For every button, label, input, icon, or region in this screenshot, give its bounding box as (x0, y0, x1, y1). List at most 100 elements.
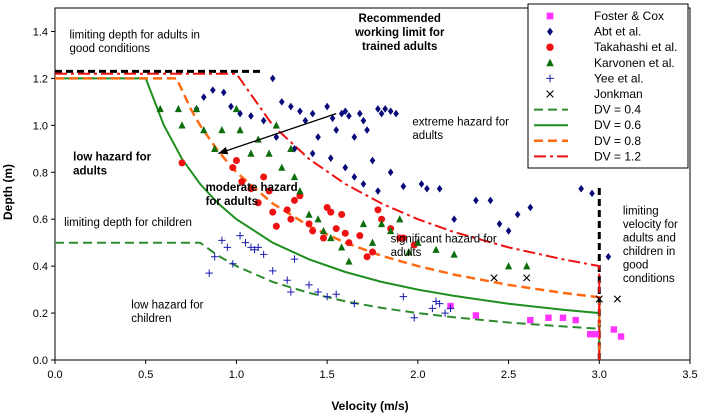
annotation-low-children: children (131, 313, 171, 325)
data-point-abt-et-al (346, 112, 352, 120)
annotation-low-adults: adults (73, 166, 107, 178)
data-point-karvonen-et-al (432, 245, 440, 253)
data-point-takahashi-et-al (374, 206, 382, 214)
legend-label-dv-0-6: DV = 0.6 (594, 118, 641, 132)
data-point-karvonen-et-al (232, 104, 241, 113)
data-point-karvonen-et-al (368, 238, 377, 246)
data-point-yee-et-al (410, 314, 418, 322)
y-tick-label: 1.2 (33, 73, 48, 85)
data-point-abt-et-al (291, 145, 298, 153)
chart-legend: Foster & Cox Abt et al.Takahashi et al. Ka… (527, 3, 689, 169)
annotation-significant: significant hazard for (391, 234, 497, 246)
data-point-foster-cox (545, 314, 552, 321)
arrow-head (218, 146, 229, 155)
data-point-jonkman (490, 274, 498, 282)
data-point-takahashi-et-al (369, 248, 376, 256)
data-point-abt-et-al (360, 116, 367, 125)
data-point-abt-et-al (288, 102, 294, 111)
data-point-abt-et-al (436, 184, 443, 193)
axes-layer: 0.0 0.5 1.0 1.5 2.0 2.5 3.0 3.5 0.0 0.2 0.4 0.6 0.8 1… (33, 26, 698, 381)
data-point-karvonen-et-al (405, 248, 413, 256)
annotation-low-adults: low hazard for (73, 152, 151, 164)
data-point-abt-et-al (605, 252, 612, 261)
data-point-abt-et-al (278, 98, 285, 106)
data-point-takahashi-et-al (247, 185, 255, 193)
legend-label-dv-1-2: DV = 1.2 (594, 149, 641, 163)
legend-marker-jonkman (546, 90, 554, 98)
data-point-karvonen-et-al (287, 144, 295, 152)
data-point-yee-et-al (314, 288, 322, 296)
data-point-abt-et-al (309, 149, 316, 158)
data-point-takahashi-et-al (287, 215, 295, 223)
data-point-karvonen-et-al (387, 226, 395, 235)
data-point-foster-cox (572, 316, 579, 324)
data-point-yee-et-al (236, 231, 244, 240)
data-point-abt-et-al (375, 187, 381, 195)
data-point-takahashi-et-al (356, 232, 364, 240)
data-point-abt-et-al (451, 215, 457, 223)
data-point-abt-et-al (327, 154, 334, 162)
data-point-yee-et-al (332, 290, 340, 298)
data-point-takahashi-et-al (283, 206, 291, 214)
data-point-karvonen-et-al (359, 219, 368, 228)
y-tick-label: 0.6 (33, 214, 48, 226)
data-point-karvonen-et-al (296, 187, 304, 195)
legend-marker-foster-cox (546, 12, 554, 20)
data-point-foster-cox (592, 330, 599, 338)
data-point-abt-et-al (329, 114, 336, 123)
data-point-abt-et-al (487, 196, 494, 205)
annotation-limiting-velocity: adults and (623, 233, 676, 245)
data-point-foster-cox (587, 330, 594, 338)
data-point-abt-et-al (338, 109, 345, 118)
data-point-takahashi-et-al (269, 208, 277, 216)
data-point-karvonen-et-al (174, 104, 182, 113)
series-line-dv-0-4 (55, 241, 601, 360)
data-point-takahashi-et-al (363, 253, 371, 261)
annotation-significant: adults (391, 247, 422, 259)
data-point-takahashi-et-al (254, 199, 262, 207)
data-point-yee-et-al (223, 243, 232, 252)
data-point-yee-et-al (290, 255, 299, 263)
data-point-abt-et-al (269, 74, 276, 83)
data-point-karvonen-et-al (218, 126, 226, 134)
data-point-takahashi-et-al (327, 208, 335, 216)
data-point-karvonen-et-al (327, 233, 335, 242)
y-tick-label: 0.4 (33, 261, 48, 273)
annotation-recommended: Recommended (358, 13, 440, 25)
data-point-abt-et-al (387, 107, 394, 116)
data-point-foster-cox (610, 326, 617, 333)
data-point-abt-et-al (351, 173, 358, 181)
data-point-abt-et-al (248, 112, 254, 120)
data-point-abt-et-al (302, 116, 309, 125)
data-point-abt-et-al (473, 196, 479, 205)
data-point-karvonen-et-al (192, 104, 201, 113)
data-point-takahashi-et-al (305, 220, 313, 228)
x-tick-label: 1.5 (319, 369, 334, 381)
data-point-abt-et-al (273, 133, 280, 141)
data-point-yee-et-al (254, 243, 262, 252)
data-point-abt-et-al (375, 105, 381, 113)
data-point-karvonen-et-al (377, 219, 386, 228)
data-point-takahashi-et-al (232, 157, 240, 165)
data-point-takahashi-et-al (238, 178, 246, 186)
data-point-abt-et-al (387, 168, 394, 177)
data-point-abt-et-al (342, 163, 349, 172)
data-point-foster-cox (559, 314, 567, 321)
legend-label-abt-et-al: Abt et al. (594, 25, 641, 39)
data-point-karvonen-et-al (504, 262, 513, 270)
data-point-yee-et-al (399, 292, 408, 301)
data-point-karvonen-et-al (272, 121, 280, 129)
annotation-adults-depth: good conditions (70, 43, 151, 55)
data-point-jonkman (523, 274, 531, 282)
data-point-takahashi-et-al (378, 215, 386, 223)
points-layer (156, 74, 625, 340)
x-tick-label: 3.0 (592, 369, 607, 381)
data-point-jonkman (613, 295, 622, 303)
data-point-abt-et-al (357, 109, 363, 118)
series-line-dv-1-2 (55, 72, 601, 360)
annotation-extreme: adults (412, 130, 443, 142)
data-point-takahashi-et-al (229, 164, 237, 172)
data-point-takahashi-et-al (341, 229, 349, 237)
annotation-limiting-velocity: limiting (623, 206, 659, 218)
data-point-abt-et-al (260, 116, 267, 125)
